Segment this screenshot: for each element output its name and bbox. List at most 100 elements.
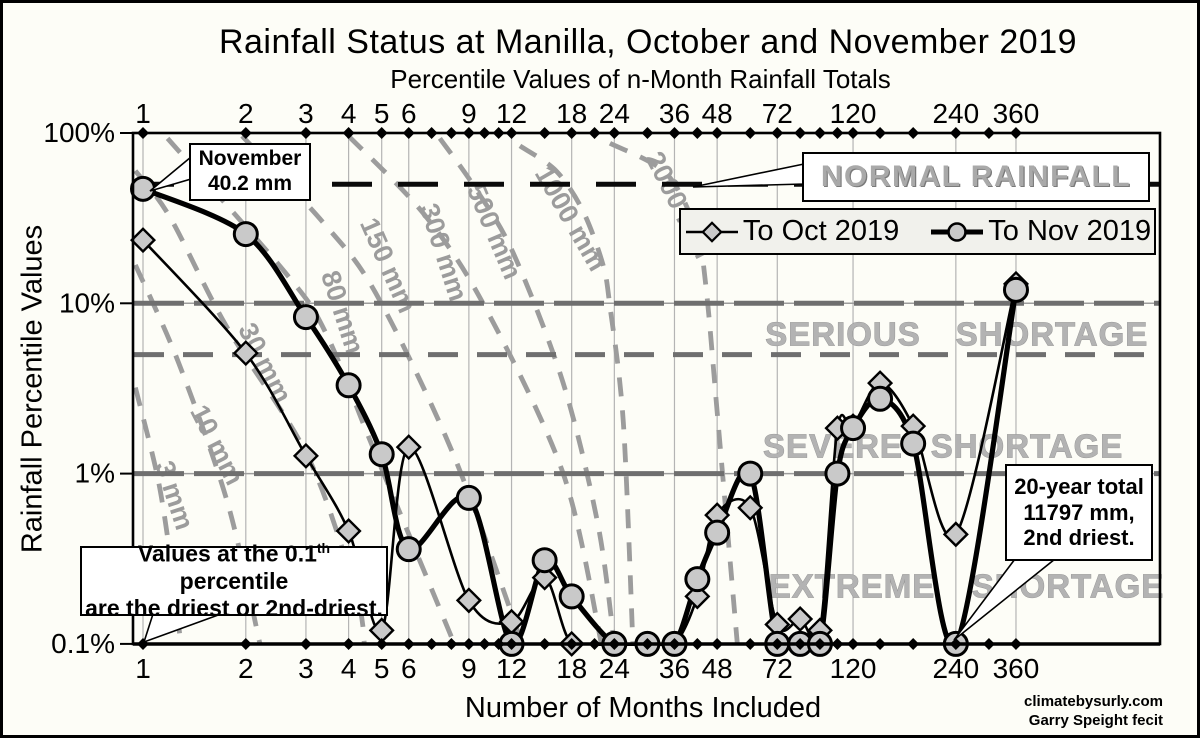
oct-marker-m3[interactable] (292, 442, 319, 469)
nov-marker-m144[interactable] (867, 385, 894, 412)
top-tick-m180 (907, 127, 920, 139)
nov-marker-m360[interactable] (1002, 276, 1029, 303)
nov-marker-m60[interactable] (737, 460, 764, 487)
bottom-tick-label-5: 5 (374, 653, 390, 684)
bottom-tick-label-9: 9 (461, 653, 477, 684)
top-tick-label-24: 24 (599, 98, 630, 129)
bottom-tick-m60 (744, 638, 757, 650)
oct-marker-m9[interactable] (455, 587, 482, 614)
credits: climatebysurly.com Garry Speight fecit (1024, 693, 1163, 731)
zone-label-severe-1: SHORTAGE (931, 428, 1124, 465)
bottom-tick-m180 (907, 638, 920, 650)
oct-marker-m240[interactable] (942, 521, 969, 548)
top-tick-label-120: 120 (830, 98, 877, 129)
oct-marker-m12[interactable] (498, 608, 525, 635)
bottom-tick-m360 (1010, 638, 1022, 650)
legend-label-oct: To Oct 2019 (742, 215, 900, 247)
bottom-tick-m108 (831, 638, 844, 650)
values-note-callout: Values at the 0.1th percentile are the d… (80, 540, 388, 621)
oct-marker-m48[interactable] (704, 502, 731, 529)
x-axis-title: Number of Months Included (464, 692, 822, 724)
legend-label-nov: To Nov 2019 (988, 215, 1152, 247)
oct-marker-m180[interactable] (900, 413, 927, 440)
twenty-year-line2: 11797 mm, (1023, 499, 1135, 525)
november-callout-line1: November (198, 147, 302, 171)
bottom-tick-label-72: 72 (762, 653, 793, 684)
legend: To Oct 2019 To Nov 2019 (679, 208, 1156, 255)
bottom-tick-label-1: 1 (135, 653, 151, 684)
values-note-line1: Values at the 0.1th percentile (137, 539, 331, 594)
top-tick-m30 (641, 127, 654, 139)
nov-marker-m42[interactable] (684, 566, 711, 593)
top-tick-m7 (425, 127, 438, 139)
bottom-tick-m7 (425, 638, 438, 650)
normal-rainfall-label: NORMAL RAINFALL (820, 160, 1132, 194)
bottom-tick-m6 (402, 638, 415, 650)
legend-item-oct[interactable]: To Oct 2019 (684, 215, 899, 248)
zone-label-serious-0: SERIOUS (765, 316, 921, 353)
bottom-tick-label-6: 6 (401, 653, 417, 684)
nov-marker-m9[interactable] (455, 484, 482, 511)
oct-marker-m5[interactable] (368, 617, 395, 644)
bottom-tick-m144 (874, 638, 887, 650)
nov-marker-m15[interactable] (531, 547, 558, 574)
y-axis-title: Rainfall Percentile Values (16, 224, 49, 554)
top-tick-label-1: 1 (135, 98, 151, 129)
bottom-tick-m4 (342, 638, 355, 650)
bottom-tick-label-120: 120 (830, 653, 877, 684)
normal-rainfall-label-box: NORMAL RAINFALL (802, 152, 1150, 202)
chart-title: Rainfall Status at Manilla, October and … (218, 23, 1078, 61)
twenty-year-callout: 20-year total 11797 mm, 2nd driest. (1005, 464, 1153, 561)
bottom-tick-m9 (462, 638, 475, 650)
nov-marker-m5[interactable] (368, 441, 395, 468)
oct-marker-m72[interactable] (764, 611, 791, 638)
nov-marker-m48[interactable] (704, 519, 731, 546)
top-tick-label-36: 36 (659, 98, 690, 129)
nov-marker-m2[interactable] (232, 221, 259, 248)
oct-marker-m84[interactable] (787, 606, 814, 633)
nov-marker-m108[interactable] (824, 460, 851, 487)
nov-marker-m6[interactable] (395, 536, 422, 563)
values-note-line2: are the driest or 2nd-driest. (85, 594, 383, 621)
isohyet-label: 300 mm (414, 200, 474, 305)
top-tick-label-9: 9 (461, 98, 477, 129)
top-tick-label-4: 4 (341, 98, 357, 129)
top-tick-m8 (445, 127, 458, 139)
isohyet-label: 3 mm (149, 457, 199, 533)
legend-item-nov[interactable]: To Nov 2019 (929, 215, 1151, 248)
normal-rainfall-pointer (692, 163, 805, 188)
twenty-year-line1: 20-year total (1014, 473, 1144, 499)
oct-marker-m15[interactable] (531, 564, 558, 591)
nov-marker-m1[interactable] (130, 175, 156, 202)
top-tick-label-12: 12 (496, 98, 527, 129)
nov-marker-m120[interactable] (840, 415, 867, 442)
nov-marker-m18[interactable] (558, 583, 585, 610)
nov-marker-m180[interactable] (900, 430, 927, 457)
top-tick-label-2: 2 (238, 98, 254, 129)
isohyet-label: 10 mm (184, 400, 250, 490)
nov-marker-m3[interactable] (292, 304, 319, 331)
bottom-tick-m42 (691, 638, 704, 650)
isohyet-label: 1000 mm (529, 161, 613, 276)
oct-marker-m1[interactable] (129, 227, 157, 254)
chart-subtitle: Percentile Values of n-Month Rainfall To… (390, 64, 891, 94)
top-tick-label-240: 240 (932, 98, 979, 129)
credit-author: Garry Speight fecit (1028, 711, 1163, 729)
oct-marker-m4[interactable] (335, 518, 362, 545)
isohyet-label: 30 mm (232, 318, 298, 408)
credit-site[interactable]: climatebysurly.com (1024, 693, 1163, 710)
bottom-tick-label-12: 12 (496, 653, 527, 684)
top-tick-label-5: 5 (374, 98, 390, 129)
twenty-year-line3: 2nd driest. (1023, 525, 1135, 551)
circle-series-icon (931, 221, 984, 242)
y-tick-label-100%: 100% (43, 117, 115, 148)
top-tick-m84 (794, 127, 807, 139)
isohyet-curve-3mm (133, 386, 184, 645)
oct-marker-m2[interactable] (232, 340, 259, 367)
nov-marker-m4[interactable] (335, 372, 362, 399)
oct-marker-m6[interactable] (395, 434, 422, 461)
top-tick-m15 (538, 127, 551, 139)
bottom-tick-m120 (847, 638, 859, 650)
oct-marker-m60[interactable] (737, 494, 764, 521)
